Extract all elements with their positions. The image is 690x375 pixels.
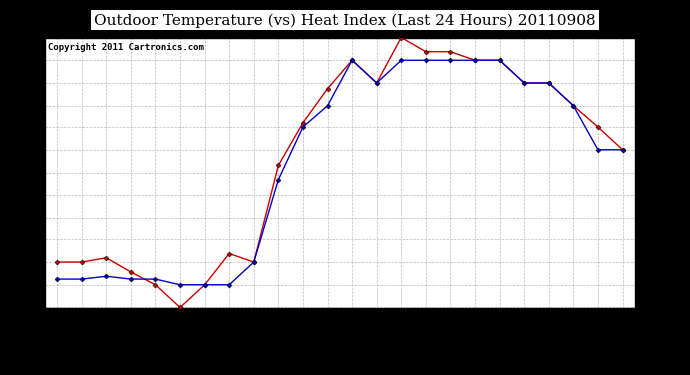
Text: Outdoor Temperature (vs) Heat Index (Last 24 Hours) 20110908: Outdoor Temperature (vs) Heat Index (Las…	[95, 13, 595, 27]
Text: Copyright 2011 Cartronics.com: Copyright 2011 Cartronics.com	[48, 43, 204, 52]
